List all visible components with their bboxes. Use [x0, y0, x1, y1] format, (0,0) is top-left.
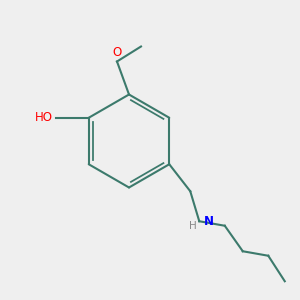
Text: O: O: [112, 46, 122, 59]
Text: HO: HO: [35, 111, 53, 124]
Text: N: N: [204, 215, 214, 228]
Text: H: H: [189, 221, 196, 231]
